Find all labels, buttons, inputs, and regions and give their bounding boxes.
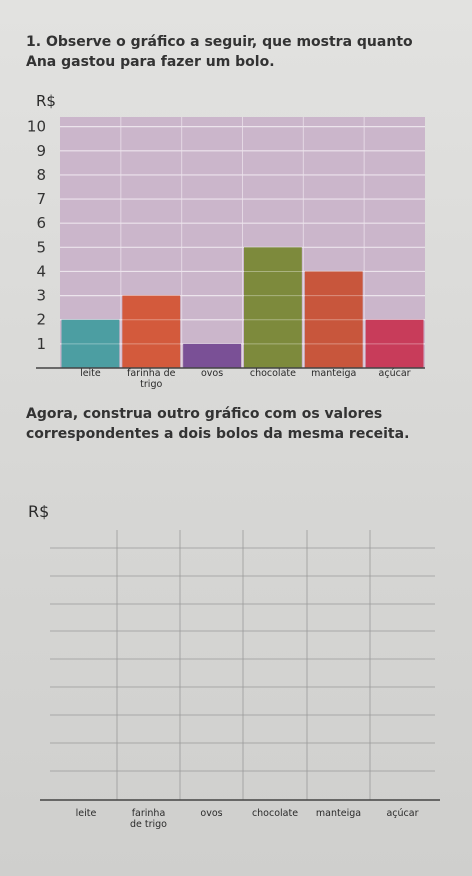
question-text: Observe o gráfico a seguir, que mostra q… [26, 34, 413, 70]
x-tick-label: chocolate [249, 368, 296, 379]
blank-x-tick-label: farinha de trigo [129, 808, 167, 830]
y-tick-label: 2 [36, 311, 46, 329]
bar [122, 295, 181, 368]
blank-x-tick-label: manteiga [315, 808, 362, 819]
blank-x-tick-label: chocolate [251, 808, 299, 819]
bar [61, 319, 120, 368]
question-number: 1. [26, 34, 42, 50]
y-tick-label: 9 [36, 142, 46, 160]
bar [183, 343, 241, 368]
y-tick-label: 5 [36, 238, 46, 256]
blank-x-tick-label: açúcar [386, 808, 419, 819]
x-tick-label: farinha de trigo [127, 368, 176, 390]
x-tick-label: ovos [200, 368, 224, 379]
y-tick-label: 4 [36, 262, 46, 280]
blank-grid [40, 530, 440, 801]
instruction: Agora, construa outro gráfico com os val… [26, 406, 410, 442]
bar [365, 319, 424, 368]
y-tick-label: 1 [36, 335, 46, 353]
blank-x-tick-label: ovos [200, 808, 223, 819]
y-tick-label: 7 [36, 190, 46, 208]
x-tick-label: manteiga [311, 368, 357, 379]
y-tick-label: 3 [36, 287, 46, 305]
chart: 1 2 3 4 5 6 7 8 9 10 [27, 117, 425, 369]
x-tick-label: leite [80, 368, 101, 379]
y-tick-label: 10 [27, 118, 46, 136]
y-tick-label: 8 [36, 166, 46, 184]
bar [304, 271, 363, 368]
y-tick-label: 6 [36, 214, 46, 232]
question: 1. Observe o gráfico a seguir, que mostr… [26, 32, 426, 72]
bar [244, 247, 302, 368]
blank-y-axis-label: R$ [28, 502, 50, 521]
y-axis-label: R$ [36, 92, 56, 110]
x-tick-label: açúcar [378, 368, 411, 379]
blank-x-tick-label: leite [75, 808, 97, 819]
